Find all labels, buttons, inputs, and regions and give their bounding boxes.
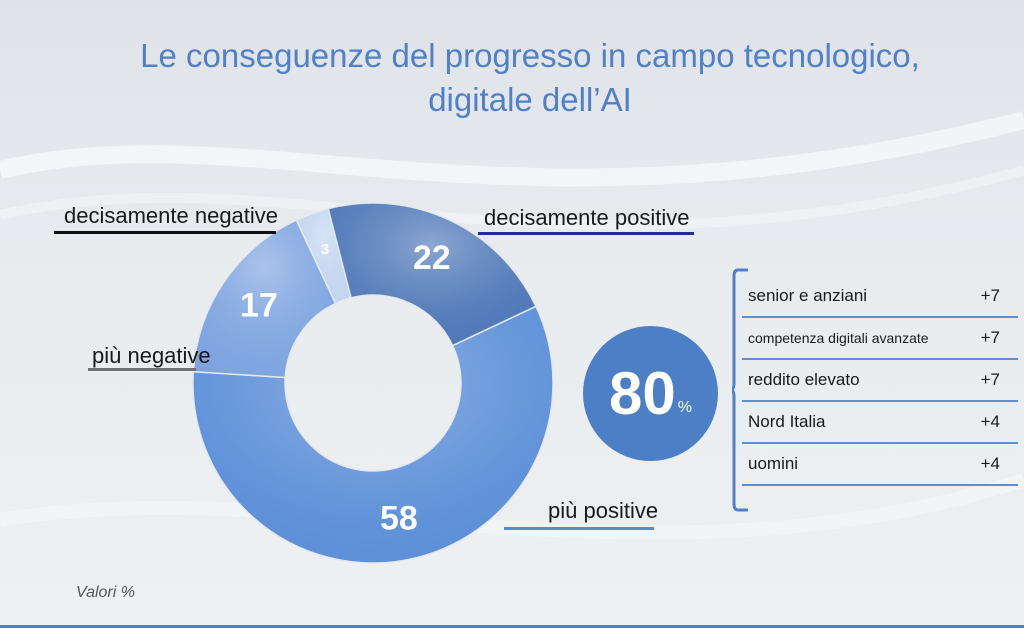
segment-delta: +4	[980, 412, 1000, 431]
total-positive-unit: %	[677, 398, 692, 416]
line-decisamente-negative	[54, 231, 276, 234]
label-piu-negative: più negative	[92, 343, 211, 368]
values-note: Valori %	[76, 584, 135, 601]
segment-table: senior e anziani +7 competenza digitali …	[742, 276, 1018, 486]
segment-row: uomini +4	[742, 444, 1018, 486]
segment-label: uomini	[748, 454, 799, 473]
line-piu-negative	[88, 368, 196, 371]
segment-row: Nord Italia +4	[742, 402, 1018, 444]
total-positive-value: 80	[609, 359, 676, 427]
line-decisamente-positive	[478, 232, 694, 235]
segment-bracket	[732, 268, 748, 512]
donut-slice-shine	[296, 208, 352, 304]
segment-delta: +7	[980, 370, 1000, 389]
title-line-1: Le conseguenze del progresso in campo te…	[140, 37, 920, 74]
segment-row: competenza digitali avanzate +7	[742, 318, 1018, 360]
segment-delta: +7	[980, 328, 1000, 347]
donut-value-label: 3	[321, 241, 329, 258]
bottom-rule	[0, 625, 1024, 628]
donut-value-label: 58	[380, 500, 418, 538]
segment-label: Nord Italia	[748, 412, 826, 431]
chart-title: Le conseguenze del progresso in campo te…	[90, 34, 970, 122]
label-decisamente-negative: decisamente negative	[64, 203, 279, 228]
donut-value-label: 17	[240, 286, 278, 324]
segment-delta: +7	[980, 286, 1000, 305]
segment-row: senior e anziani +7	[742, 276, 1018, 318]
segment-label: reddito elevato	[748, 370, 860, 389]
total-positive-badge: 80 %	[583, 326, 718, 461]
label-piu-positive: più positive	[548, 498, 659, 523]
donut-value-label: 22	[413, 239, 451, 277]
donut-slice-shine	[193, 220, 336, 378]
segment-label: senior e anziani	[748, 286, 868, 305]
segment-row: reddito elevato +7	[742, 360, 1018, 402]
line-piu-positive	[504, 527, 654, 530]
title-line-2: digitale dell’AI	[428, 81, 632, 118]
donut-slice-shine	[193, 306, 553, 563]
label-decisamente-positive: decisamente positive	[484, 205, 690, 230]
donut-slice-shine	[328, 202, 536, 346]
segment-delta: +4	[980, 454, 1000, 473]
segment-label: competenza digitali avanzate	[748, 330, 929, 346]
